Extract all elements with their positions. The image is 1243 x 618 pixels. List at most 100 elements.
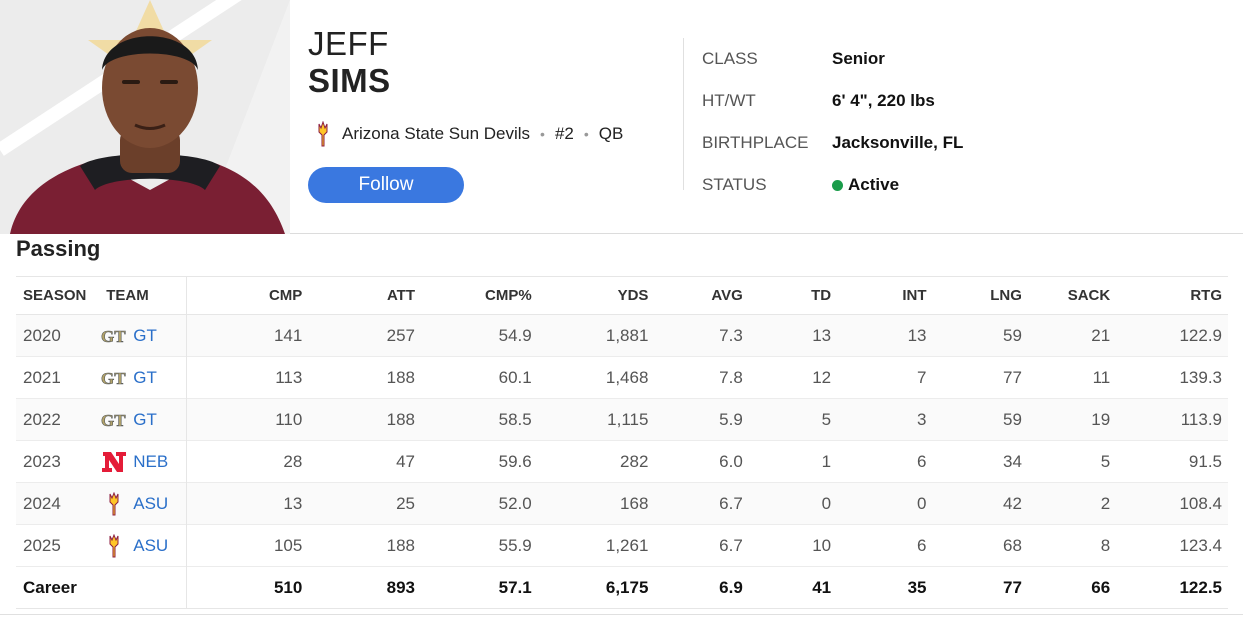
asu-logo-icon [99,533,129,558]
cell-yds: 1,261 [605,535,649,555]
cell-lng: 59 [1003,409,1022,429]
col-sack[interactable]: SACK [1027,276,1117,315]
player-first-name: JEFF [308,25,389,62]
team-link[interactable]: NEB [133,451,169,471]
cell-sack: 21 [1091,325,1111,345]
bio-label: HT/WT [702,91,756,110]
table-row: 2021 GT GT 113 188 60.1 1,468 7.8 12 7 77 11 139.3 [16,356,1228,399]
col-rtg[interactable]: RTG [1116,276,1228,315]
cell-team: GT GT [99,356,188,399]
col-int[interactable]: INT [837,276,933,315]
table-header-row: SEASON TEAM CMP ATT CMP% YDS AVG TD INT … [16,276,1228,315]
cell-career-rtg: 122.5 [1116,566,1228,609]
cell-sack: 8 [1100,535,1111,555]
gt-logo-icon: GT [99,408,129,432]
cell-yds: 282 [620,451,649,471]
passing-stats-table: SEASON TEAM CMP ATT CMP% YDS AVG TD INT … [16,276,1228,609]
cell-season: 2021 [23,367,61,387]
bio-row-status: STATUS Active [702,164,963,206]
cell-team: NEB [99,440,188,483]
cell-lng: 34 [1003,451,1022,471]
follow-button[interactable]: Follow [308,167,464,203]
team-link[interactable]: GT [133,409,157,429]
cell-lng: 42 [1003,493,1022,513]
table-row: 2024 ASU 13 25 52.0 168 6.7 0 0 42 2 108.4 [16,482,1228,525]
status-active-icon [832,179,843,191]
bio-label: BIRTHPLACE [702,133,809,152]
cell-season: 2020 [23,325,61,345]
cell-int: 7 [917,367,927,387]
separator-dot: • [540,126,545,142]
svg-text:GT: GT [101,411,126,430]
page-bottom-border [0,614,1243,618]
cell-yds: 1,881 [605,325,649,345]
bio-row-class: CLASS Senior [702,38,963,80]
cell-team: ASU [99,482,188,525]
cell-rtg: 113.9 [1180,409,1222,429]
team-link[interactable]: ASU [133,493,169,513]
cell-career-cmp: 510 [186,566,309,609]
player-name: JEFF SIMS [308,26,391,100]
cell-lng: 68 [1003,535,1022,555]
svg-text:GT: GT [101,327,126,346]
col-season[interactable]: SEASON [16,276,100,315]
col-avg[interactable]: AVG [654,276,749,315]
cell-att: 188 [386,367,415,387]
team-link[interactable]: ASU [133,535,169,555]
team-link[interactable]: GT [133,367,157,387]
cell-rtg: 139.3 [1179,367,1222,387]
cell-season: 2024 [23,493,61,513]
cell-td: 5 [821,409,832,429]
gt-logo-icon: GT [99,324,129,348]
col-td[interactable]: TD [748,276,838,315]
cell-avg: 6.7 [719,493,743,513]
cell-td: 1 [821,451,832,471]
col-cmp-pct[interactable]: CMP% [420,276,538,315]
cell-yds: 1,115 [607,409,649,429]
player-last-name: SIMS [308,62,391,99]
team-link[interactable]: GT [133,325,157,345]
cell-int: 6 [917,535,927,555]
cell-int: 0 [917,493,927,513]
col-cmp[interactable]: CMP [186,276,309,315]
col-team[interactable]: TEAM [99,276,188,315]
cell-yds: 168 [620,493,649,513]
cell-cmp-pct: 58.5 [498,409,532,429]
cell-yds: 1,468 [605,367,649,387]
cell-rtg: 108.4 [1179,493,1222,513]
cell-rtg: 123.4 [1179,535,1222,555]
cell-rtg: 91.5 [1188,451,1222,471]
col-yds[interactable]: YDS [537,276,655,315]
svg-text:GT: GT [101,369,126,388]
cell-sack: 5 [1100,451,1111,471]
cell-cmp-pct: 60.1 [498,367,532,387]
status-value: Active [832,175,899,195]
cell-season: 2023 [23,451,61,471]
player-team-line: Arizona State Sun Devils • #2 • QB [314,120,623,147]
col-lng[interactable]: LNG [932,276,1028,315]
cell-sack: 2 [1100,493,1111,513]
cell-avg: 6.7 [719,535,743,555]
cell-season: 2022 [23,409,61,429]
cell-att: 188 [386,535,415,555]
cell-cmp-pct: 55.9 [498,535,532,555]
cell-avg: 6.0 [719,451,743,471]
bio-value: 6' 4", 220 lbs [832,91,935,110]
cell-sack: 19 [1091,409,1111,429]
team-name-link[interactable]: Arizona State Sun Devils [342,124,531,143]
cell-att: 25 [396,493,415,513]
cell-career-cmp-pct: 57.1 [420,566,538,609]
cell-cmp: 13 [283,493,303,513]
cell-cmp-pct: 59.6 [498,451,532,471]
cell-cmp: 141 [273,325,303,345]
cell-cmp-pct: 54.9 [498,325,532,345]
table-row: 2025 ASU 105 188 55.9 1,261 6.7 10 6 68 8 123.4 [16,524,1228,567]
jersey-number: #2 [554,124,574,143]
col-att[interactable]: ATT [308,276,421,315]
cell-td: 13 [812,325,832,345]
table-row: 2020 GT GT 141 257 54.9 1,881 7.3 13 13 59 21 122.9 [16,314,1228,357]
neb-logo-icon [99,450,129,474]
cell-avg: 5.9 [719,409,743,429]
cell-rtg: 122.9 [1179,325,1222,345]
cell-lng: 59 [1003,325,1022,345]
